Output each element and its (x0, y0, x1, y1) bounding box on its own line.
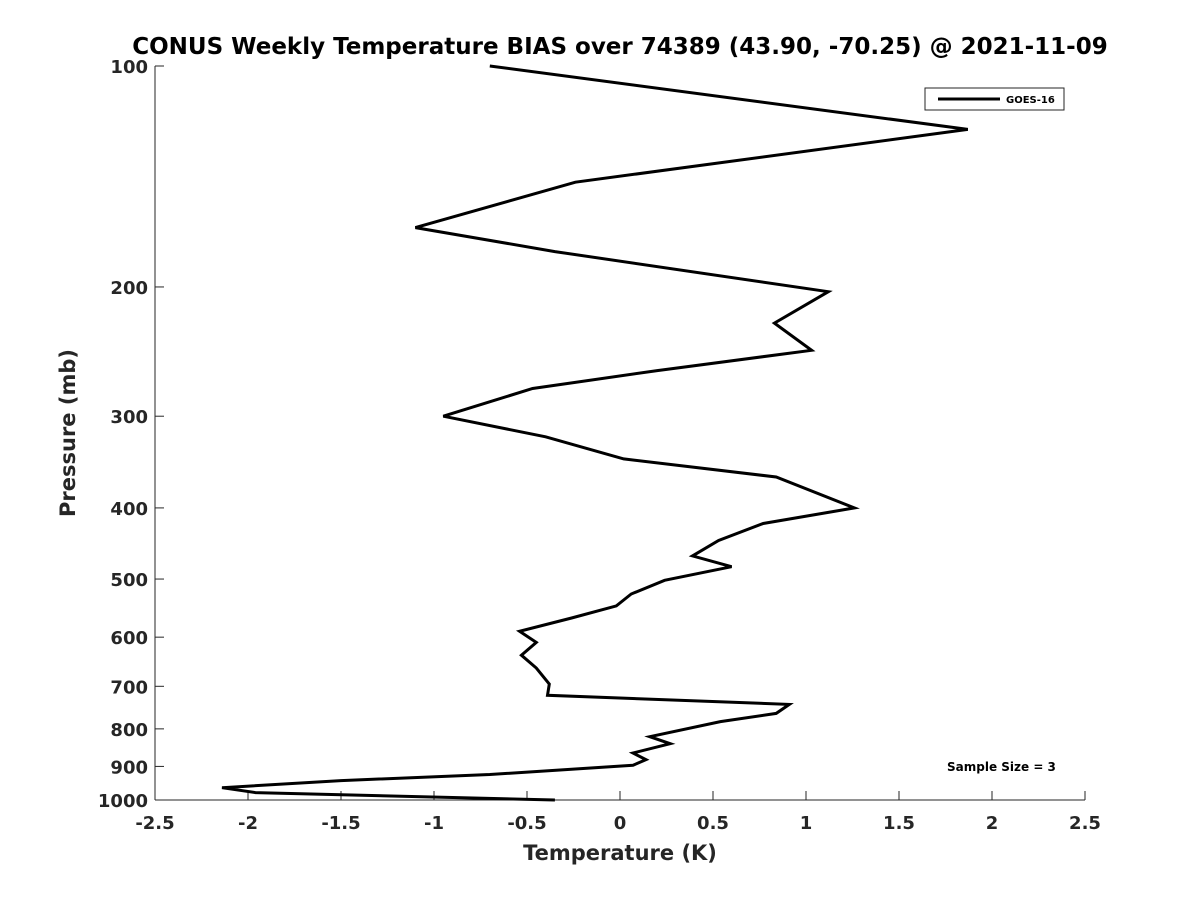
y-tick-label: 200 (110, 278, 148, 299)
y-axis-label: Pressure (mb) (56, 349, 80, 517)
y-tick-label: 100 (110, 57, 148, 78)
x-tick-label: 0 (614, 813, 627, 834)
x-tick-label: -1.5 (321, 813, 360, 834)
x-tick-label: 0.5 (697, 813, 729, 834)
x-tick-label: -1 (424, 813, 444, 834)
x-tick-label: 1 (800, 813, 813, 834)
x-tick-label: 1.5 (883, 813, 915, 834)
x-tick-label: -2 (238, 813, 258, 834)
series-layer (221, 64, 969, 802)
y-tick-label: 1000 (98, 791, 148, 812)
y-tick-label: 400 (110, 499, 148, 520)
y-tick-label: 900 (110, 757, 148, 778)
x-tick-label: 2.5 (1069, 813, 1101, 834)
x-axis-label: Temperature (K) (523, 841, 717, 865)
y-axis-ticks: 100 200 300 400 500 600 700 800 900 1000 (98, 57, 164, 812)
x-tick-label: -0.5 (507, 813, 546, 834)
legend-label-goes-16: GOES-16 (1006, 95, 1055, 106)
legend: GOES-16 (924, 87, 1065, 111)
series-line-goes-16 (221, 64, 969, 802)
y-tick-label: 600 (110, 628, 148, 649)
y-tick-label: 700 (110, 677, 148, 698)
y-tick-label: 800 (110, 720, 148, 741)
y-tick-label: 500 (110, 570, 148, 591)
x-axis-ticks: -2.5 -2 -1.5 -1 -0.5 0 0.5 1 1.5 2 2.5 (135, 791, 1101, 834)
sample-size-annotation: Sample Size = 3 (947, 760, 1056, 774)
y-tick-label: 300 (110, 407, 148, 428)
chart-title: CONUS Weekly Temperature BIAS over 74389… (132, 34, 1107, 60)
x-tick-label: -2.5 (135, 813, 174, 834)
x-tick-label: 2 (986, 813, 999, 834)
